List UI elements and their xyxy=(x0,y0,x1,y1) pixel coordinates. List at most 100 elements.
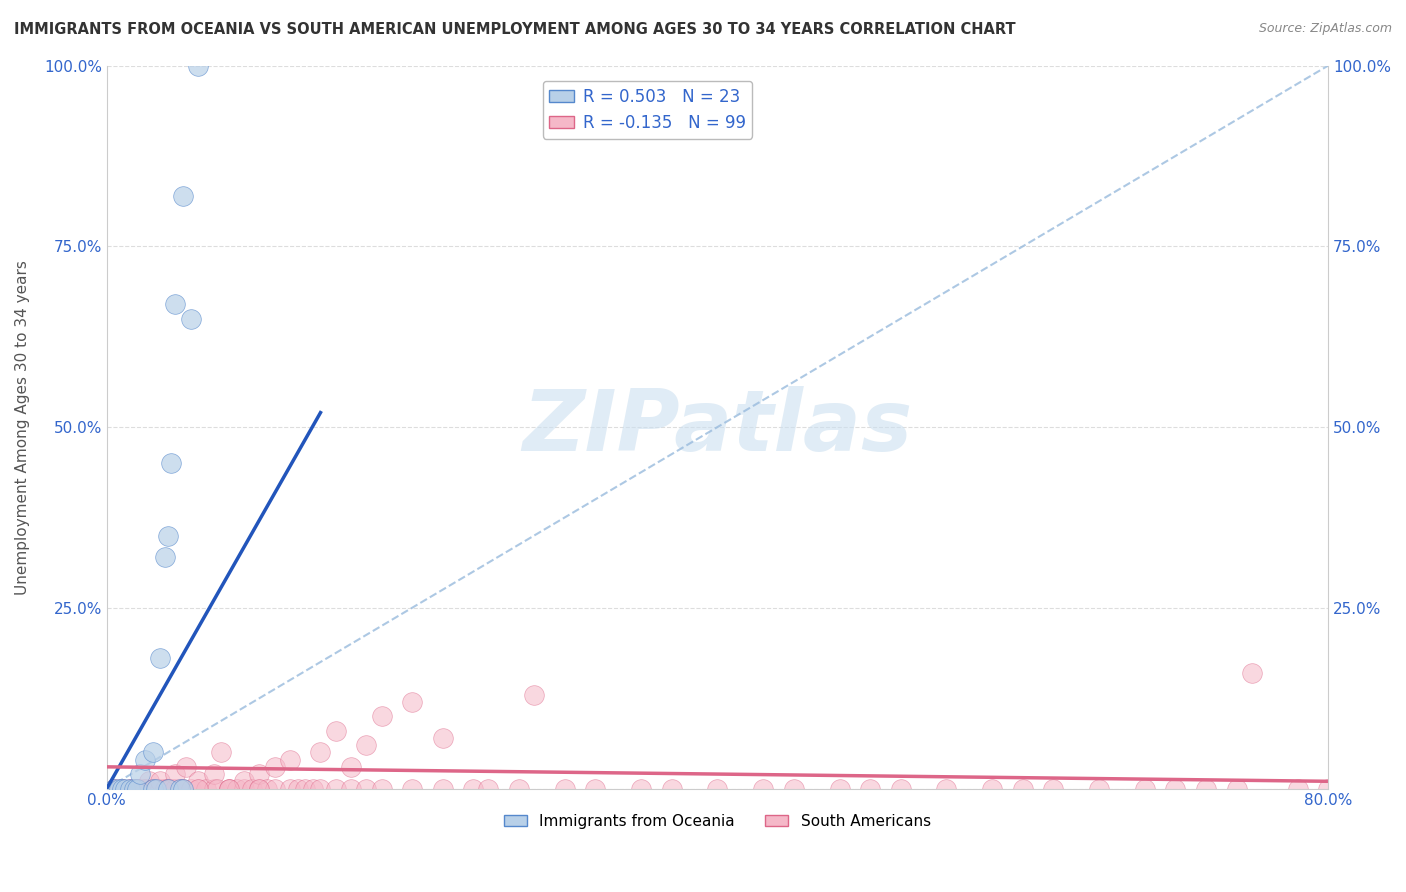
Point xyxy=(111,781,134,796)
Point xyxy=(145,781,167,796)
Point xyxy=(859,781,882,796)
Point xyxy=(890,781,912,796)
Point xyxy=(134,781,156,796)
Y-axis label: Unemployment Among Ages 30 to 34 years: Unemployment Among Ages 30 to 34 years xyxy=(15,260,30,594)
Point xyxy=(122,781,145,796)
Point xyxy=(108,781,131,796)
Point xyxy=(340,781,363,796)
Point xyxy=(180,311,202,326)
Point xyxy=(432,731,454,745)
Point xyxy=(172,781,194,796)
Point xyxy=(169,781,191,796)
Point xyxy=(1042,781,1064,796)
Point xyxy=(287,781,309,796)
Point xyxy=(103,781,125,796)
Point xyxy=(309,781,332,796)
Point xyxy=(153,781,176,796)
Point xyxy=(370,781,392,796)
Point xyxy=(156,781,179,796)
Point xyxy=(294,781,316,796)
Point xyxy=(134,753,156,767)
Point xyxy=(209,745,232,759)
Point xyxy=(111,781,134,796)
Point xyxy=(1240,665,1263,680)
Point xyxy=(180,781,202,796)
Point xyxy=(981,781,1004,796)
Point xyxy=(127,781,149,796)
Point xyxy=(195,781,218,796)
Point xyxy=(202,767,225,781)
Point xyxy=(477,781,499,796)
Point xyxy=(111,781,134,796)
Point xyxy=(118,781,141,796)
Point xyxy=(165,781,187,796)
Point xyxy=(108,781,131,796)
Point xyxy=(134,781,156,796)
Point xyxy=(325,723,347,738)
Text: Source: ZipAtlas.com: Source: ZipAtlas.com xyxy=(1258,22,1392,36)
Point xyxy=(583,781,606,796)
Point xyxy=(160,456,183,470)
Point xyxy=(828,781,851,796)
Point xyxy=(1133,781,1156,796)
Point xyxy=(138,774,160,789)
Point xyxy=(142,781,165,796)
Point xyxy=(142,781,165,796)
Point xyxy=(149,781,172,796)
Point xyxy=(523,688,546,702)
Point xyxy=(1011,781,1033,796)
Point xyxy=(145,781,167,796)
Point xyxy=(256,781,278,796)
Point xyxy=(187,59,209,73)
Point xyxy=(103,781,125,796)
Point xyxy=(263,781,285,796)
Legend: Immigrants from Oceania, South Americans: Immigrants from Oceania, South Americans xyxy=(498,808,936,835)
Point xyxy=(1317,781,1340,796)
Point xyxy=(187,781,209,796)
Point xyxy=(356,781,378,796)
Point xyxy=(233,781,256,796)
Point xyxy=(218,781,240,796)
Point xyxy=(142,745,165,759)
Point xyxy=(463,781,485,796)
Point xyxy=(278,753,301,767)
Point xyxy=(172,781,194,796)
Point xyxy=(172,781,194,796)
Point xyxy=(278,781,301,796)
Point xyxy=(249,781,271,796)
Point xyxy=(752,781,775,796)
Point xyxy=(127,781,149,796)
Point xyxy=(309,745,332,759)
Point xyxy=(156,781,179,796)
Point xyxy=(172,188,194,202)
Point xyxy=(401,781,423,796)
Point xyxy=(118,781,141,796)
Point xyxy=(1088,781,1111,796)
Point xyxy=(263,760,285,774)
Point xyxy=(169,781,191,796)
Point xyxy=(122,781,145,796)
Point xyxy=(432,781,454,796)
Point xyxy=(153,550,176,565)
Point xyxy=(356,738,378,752)
Point xyxy=(149,651,172,665)
Point xyxy=(165,767,187,781)
Point xyxy=(149,774,172,789)
Point xyxy=(118,781,141,796)
Point xyxy=(1225,781,1247,796)
Point xyxy=(554,781,576,796)
Point xyxy=(142,781,165,796)
Point xyxy=(233,774,256,789)
Point xyxy=(935,781,957,796)
Point xyxy=(249,767,271,781)
Point xyxy=(1286,781,1309,796)
Point xyxy=(370,709,392,723)
Point xyxy=(127,781,149,796)
Point xyxy=(114,781,136,796)
Point xyxy=(156,781,179,796)
Point xyxy=(160,781,183,796)
Point xyxy=(302,781,325,796)
Point xyxy=(187,781,209,796)
Point xyxy=(218,781,240,796)
Point xyxy=(127,781,149,796)
